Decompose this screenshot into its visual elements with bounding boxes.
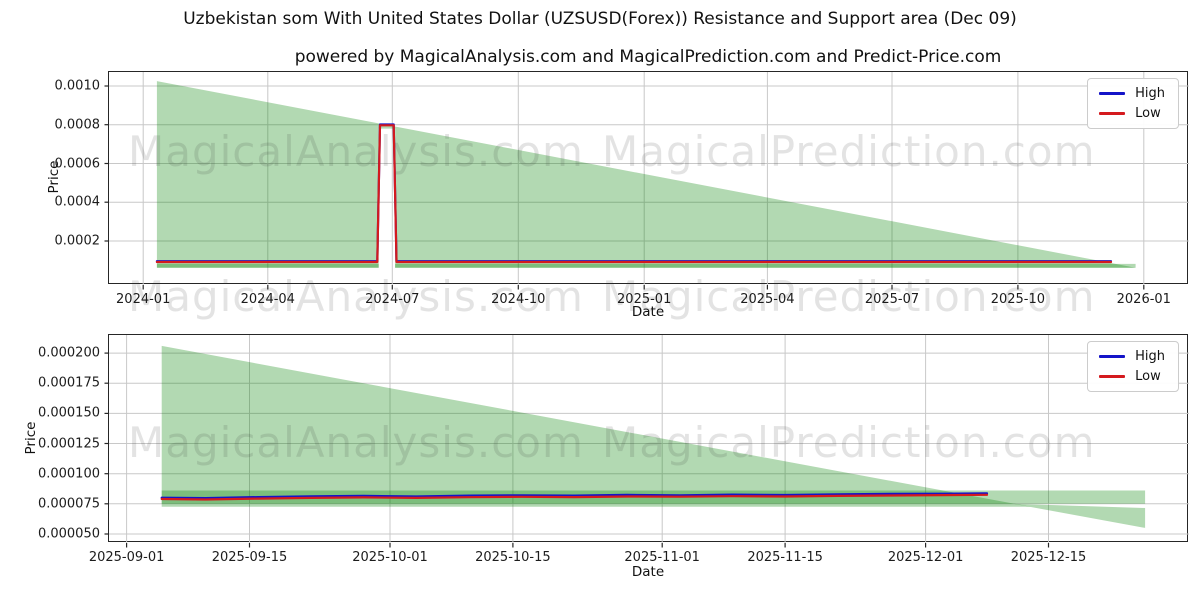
low-line — [160, 493, 989, 501]
x-tick-label: 2024-07 — [365, 292, 420, 307]
y-tick-label: 0.0006 — [54, 156, 101, 171]
high-line — [160, 492, 989, 500]
bottom-chart-plot-area: 2025-09-01 2025-09-15 2025-10-01 2025-10-15… — [38, 334, 1189, 565]
y-tick-label: 0.000100 — [37, 466, 100, 482]
legend: High Low — [1087, 78, 1179, 129]
legend-line-swatch — [1099, 112, 1126, 115]
figure-suptitle: Uzbekistan som With United States Dollar… — [183, 9, 1017, 29]
legend-label: Low — [1135, 106, 1161, 121]
x-tick-label: 2025-04 — [740, 292, 795, 307]
legend-item: Low — [1099, 107, 1165, 120]
x-tick-label: 2025-10 — [990, 292, 1046, 307]
x-tick-label: 2025-09-01 — [88, 550, 165, 565]
y-tick-label: 0.000200 — [37, 345, 100, 361]
y-tick-label: 0.0010 — [54, 78, 101, 94]
x-tick-label: 2025-12-01 — [887, 550, 964, 565]
legend-label: Low — [1135, 369, 1161, 384]
support-band-right — [395, 263, 1136, 268]
y-tick-label: 0.000075 — [37, 496, 100, 512]
x-tick-label: 2026-01 — [1116, 292, 1171, 307]
x-tick-label: 2025-07 — [864, 292, 920, 307]
legend-item: Low — [1099, 370, 1165, 383]
legend-line-swatch — [1099, 375, 1126, 378]
bottom-chart-x-axis-label: Date — [631, 564, 665, 580]
legend-item: High — [1099, 87, 1165, 100]
legend-label: High — [1135, 349, 1165, 364]
support-band-left — [156, 263, 379, 268]
x-tick-label: 2025-09-15 — [211, 550, 288, 565]
bottom-chart-y-axis-label: Price — [23, 421, 39, 455]
y-tick-label: 0.000050 — [37, 526, 100, 542]
x-tick-label: 2025-11-15 — [747, 550, 823, 565]
resistance-triangle — [161, 345, 1031, 507]
figure-subtitle: powered by MagicalAnalysis.com and Magic… — [294, 47, 1002, 67]
y-tick-label: 0.000175 — [37, 375, 100, 391]
legend-item: High — [1099, 350, 1165, 363]
x-tick-label: 2025-01 — [617, 292, 672, 307]
y-tick-label: 0.000125 — [37, 436, 100, 451]
resistance-triangle — [156, 81, 1136, 268]
top-chart-y-axis-label: Price — [46, 160, 62, 194]
y-tick-label: 0.0002 — [54, 233, 101, 249]
x-tick-label: 2024-10 — [491, 292, 546, 307]
x-tick-label: 2024-04 — [240, 292, 295, 307]
low-line — [155, 124, 1113, 264]
x-tick-label: 2025-11-01 — [624, 550, 700, 565]
legend: High Low — [1087, 341, 1179, 392]
y-tick-label: 0.000150 — [37, 405, 100, 421]
y-tick-label: 0.0008 — [54, 117, 101, 133]
x-tick-label: 2025-12-15 — [1010, 550, 1087, 565]
x-tick-label: 2024-01 — [116, 292, 171, 307]
x-tick-label: 2025-10-01 — [352, 550, 428, 565]
legend-line-swatch — [1099, 92, 1126, 95]
x-tick-label: 2025-10-15 — [475, 550, 551, 565]
top-chart-x-axis-label: Date — [631, 304, 665, 320]
legend-line-swatch — [1099, 355, 1126, 358]
y-tick-label: 0.0004 — [54, 194, 101, 210]
high-line — [155, 123, 1113, 263]
legend-label: High — [1135, 86, 1165, 101]
top-chart-plot-area: 2024-01 2024-04 2024-07 2024-10 2025-01 2025-… — [55, 71, 1189, 307]
